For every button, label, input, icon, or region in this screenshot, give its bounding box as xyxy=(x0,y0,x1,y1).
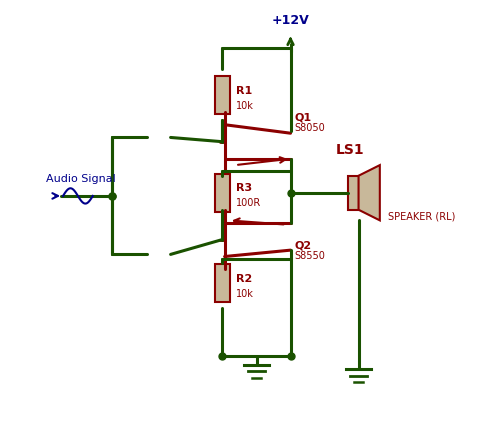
Text: +12V: +12V xyxy=(272,14,310,27)
Text: Q1: Q1 xyxy=(295,113,312,122)
Text: R2: R2 xyxy=(236,274,252,284)
Text: 10k: 10k xyxy=(236,101,254,110)
Text: 100R: 100R xyxy=(236,198,261,208)
Text: S8050: S8050 xyxy=(295,123,325,133)
Text: R3: R3 xyxy=(236,184,252,193)
Text: 10k: 10k xyxy=(236,289,254,299)
Text: Q2: Q2 xyxy=(295,240,312,250)
Text: Audio Signal: Audio Signal xyxy=(46,174,116,184)
Text: LS1: LS1 xyxy=(336,143,365,157)
Text: S8550: S8550 xyxy=(295,251,326,261)
FancyBboxPatch shape xyxy=(215,76,230,114)
FancyBboxPatch shape xyxy=(215,174,230,212)
Text: SPEAKER (RL): SPEAKER (RL) xyxy=(388,211,456,221)
Polygon shape xyxy=(359,165,380,220)
FancyBboxPatch shape xyxy=(348,176,359,210)
Text: R1: R1 xyxy=(236,86,252,96)
FancyBboxPatch shape xyxy=(215,264,230,302)
